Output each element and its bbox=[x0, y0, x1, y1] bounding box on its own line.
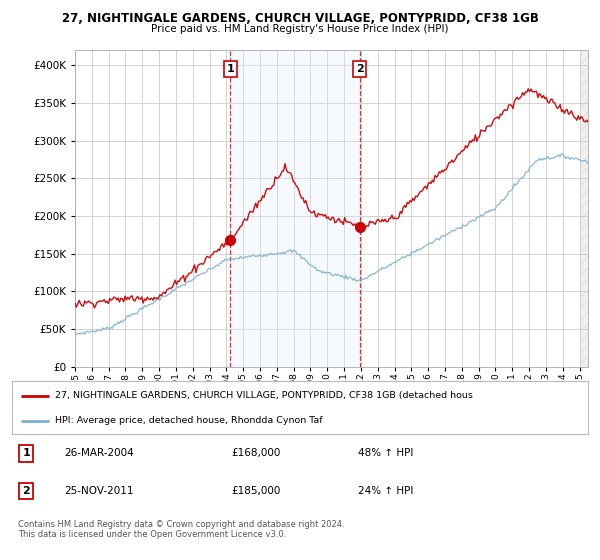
Text: 48% ↑ HPI: 48% ↑ HPI bbox=[358, 449, 413, 459]
Text: HPI: Average price, detached house, Rhondda Cynon Taf: HPI: Average price, detached house, Rhon… bbox=[55, 416, 323, 425]
Text: 24% ↑ HPI: 24% ↑ HPI bbox=[358, 486, 413, 496]
Text: £168,000: £168,000 bbox=[231, 449, 280, 459]
Text: £185,000: £185,000 bbox=[231, 486, 280, 496]
Text: 2: 2 bbox=[356, 64, 364, 74]
Text: 2: 2 bbox=[23, 486, 30, 496]
Text: Price paid vs. HM Land Registry's House Price Index (HPI): Price paid vs. HM Land Registry's House … bbox=[151, 24, 449, 34]
Text: 26-MAR-2004: 26-MAR-2004 bbox=[64, 449, 134, 459]
Text: 25-NOV-2011: 25-NOV-2011 bbox=[64, 486, 133, 496]
Text: 27, NIGHTINGALE GARDENS, CHURCH VILLAGE, PONTYPRIDD, CF38 1GB (detached hous: 27, NIGHTINGALE GARDENS, CHURCH VILLAGE,… bbox=[55, 391, 473, 400]
Text: Contains HM Land Registry data © Crown copyright and database right 2024.
This d: Contains HM Land Registry data © Crown c… bbox=[18, 520, 344, 539]
Text: 1: 1 bbox=[23, 449, 30, 459]
Text: 27, NIGHTINGALE GARDENS, CHURCH VILLAGE, PONTYPRIDD, CF38 1GB: 27, NIGHTINGALE GARDENS, CHURCH VILLAGE,… bbox=[62, 12, 538, 25]
Bar bbox=[230, 50, 359, 367]
Text: 1: 1 bbox=[226, 64, 234, 74]
Bar bbox=[580, 50, 588, 367]
